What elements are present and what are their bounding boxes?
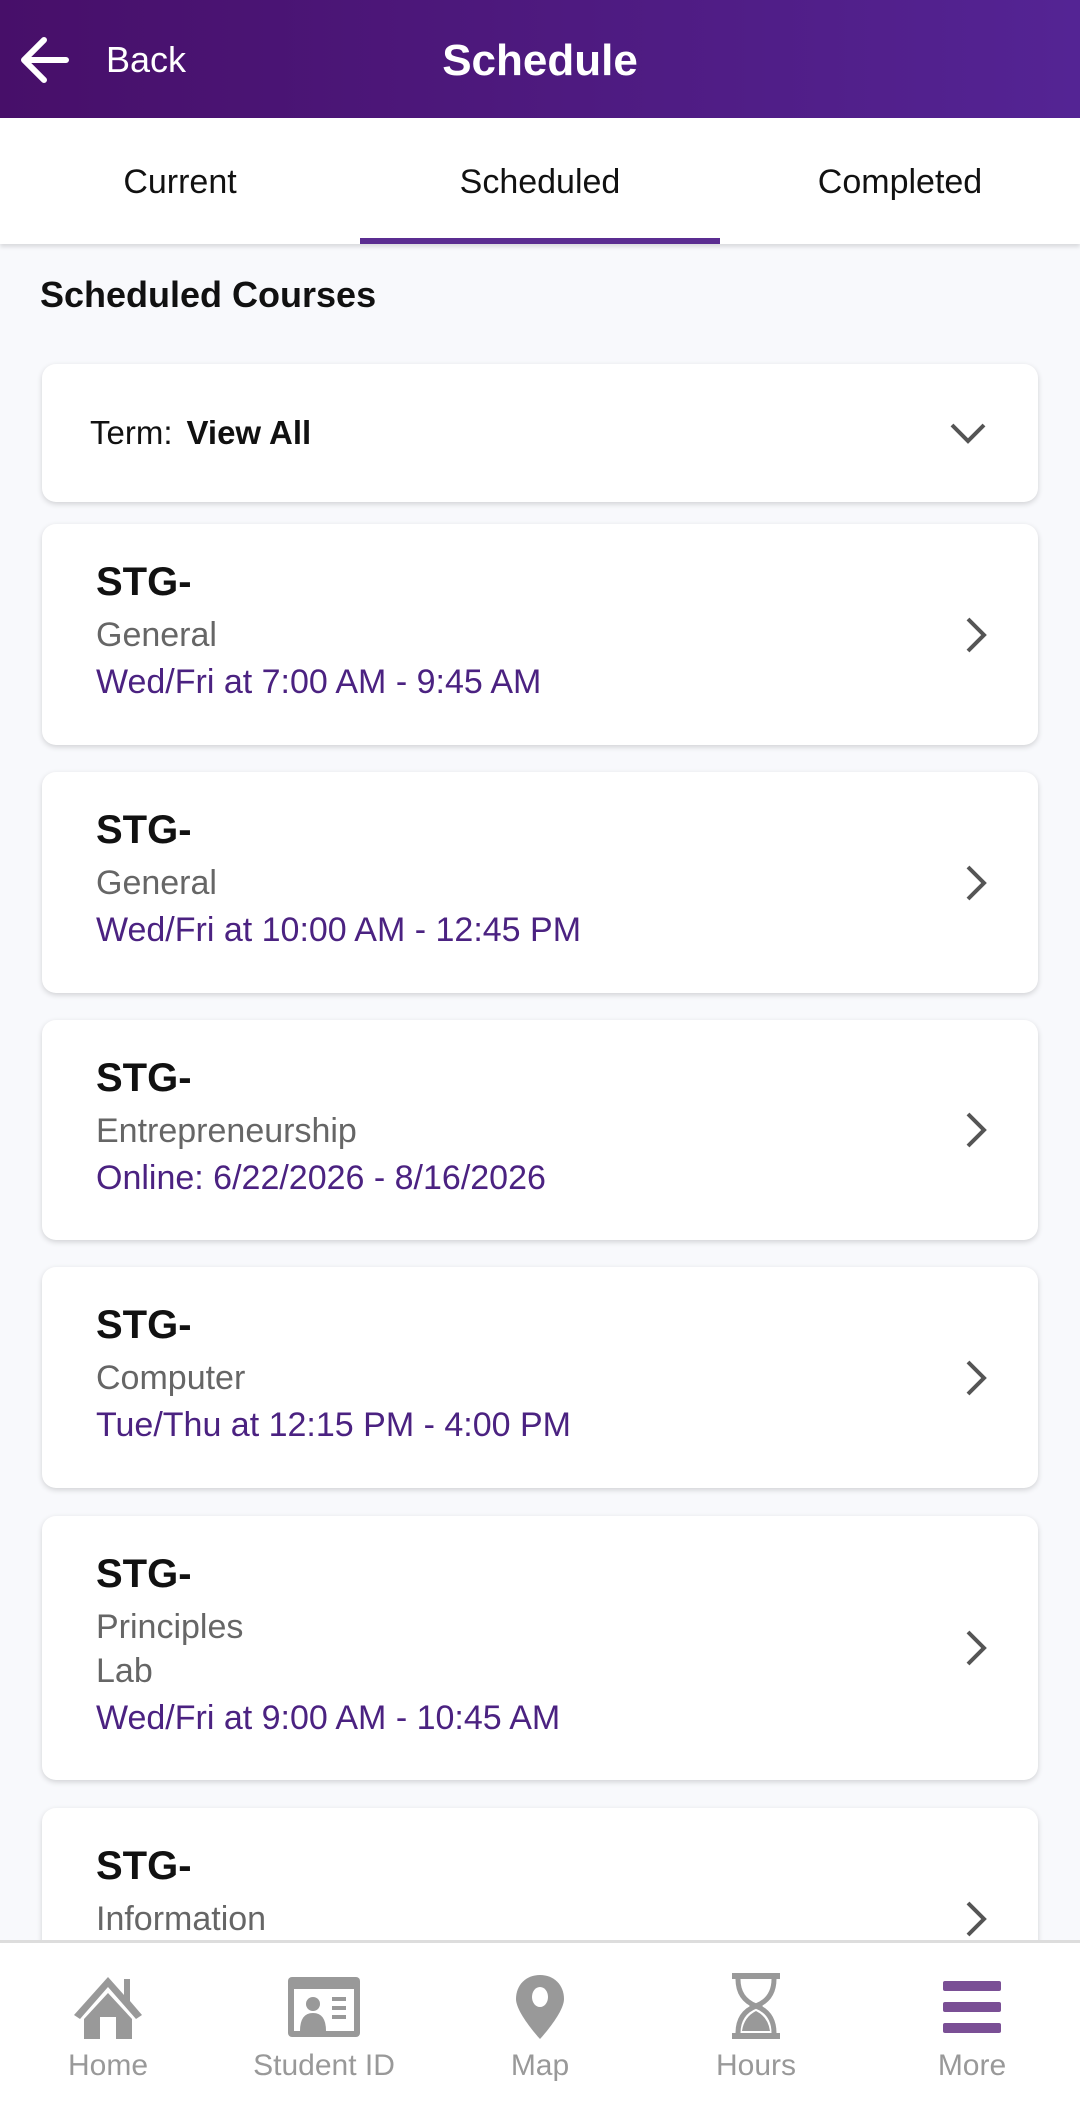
term-label: Term:	[90, 414, 173, 451]
nav-label: Student ID	[253, 2049, 395, 2082]
course-code: STG-	[96, 808, 192, 852]
chevron-right-icon	[966, 865, 987, 900]
arrow-left-icon	[21, 37, 69, 83]
course-name: Information	[96, 1900, 267, 1938]
chevron-right-icon	[966, 1360, 987, 1395]
course-time: Wed/Fri at 9:00 AM - 10:45 AM	[96, 1699, 561, 1737]
tab-bar: Current Scheduled Completed	[0, 118, 1080, 244]
nav-hours[interactable]: Hours	[648, 1943, 864, 2122]
map-pin-icon	[516, 1975, 564, 2039]
course-name-line2: Lab	[96, 1652, 153, 1690]
course-name: Computer	[96, 1359, 246, 1397]
course-code: STG-	[96, 1552, 192, 1596]
nav-home[interactable]: Home	[0, 1943, 216, 2122]
nav-label: Home	[67, 2049, 149, 2082]
course-card[interactable]: STG- General Wed/Fri at 10:00 AM - 12:45…	[42, 772, 1038, 993]
chevron-right-icon	[966, 1901, 987, 1936]
menu-icon	[943, 1981, 1001, 2033]
nav-more[interactable]: More	[864, 1943, 1080, 2122]
term-dropdown[interactable]: Term: View All	[42, 364, 1038, 502]
tab-scheduled[interactable]: Scheduled	[360, 118, 720, 244]
chevron-right-icon	[966, 1630, 987, 1666]
course-time: Tue/Thu at 12:15 PM - 4:00 PM	[96, 1406, 571, 1444]
page-title: Schedule	[442, 36, 638, 85]
course-code: STG-	[96, 1056, 192, 1100]
course-card[interactable]: STG- Computer Tue/Thu at 12:15 PM - 4:00…	[42, 1267, 1038, 1488]
section-title: Scheduled Courses	[40, 274, 377, 315]
course-code: STG-	[96, 560, 192, 604]
course-name: General	[96, 864, 217, 902]
back-button[interactable]: Back	[18, 30, 186, 90]
course-name: General	[96, 616, 217, 654]
tab-current[interactable]: Current	[123, 163, 237, 201]
nav-student-id[interactable]: Student ID	[216, 1943, 432, 2122]
hourglass-icon	[732, 1973, 780, 2039]
course-time: Wed/Fri at 7:00 AM - 9:45 AM	[96, 663, 542, 701]
course-time: Online: 6/22/2026 - 8/16/2026	[96, 1159, 546, 1197]
course-name: Principles	[96, 1608, 244, 1646]
nav-map[interactable]: Map	[432, 1943, 648, 2122]
nav-label: More	[937, 2049, 1007, 2082]
nav-label: Hours	[715, 2049, 797, 2082]
app-header: Back Schedule	[0, 0, 1080, 118]
course-name: Entrepreneurship	[96, 1112, 357, 1150]
chevron-right-icon	[966, 1112, 987, 1148]
nav-label: Map	[510, 2049, 570, 2082]
course-card[interactable]: STG- Principles Lab Wed/Fri at 9:00 AM -…	[42, 1516, 1038, 1780]
course-code: STG-	[96, 1303, 192, 1347]
course-code: STG-	[96, 1844, 192, 1888]
bottom-nav: Home Student ID Map Hours More	[0, 1940, 1080, 2122]
chevron-right-icon	[966, 617, 987, 652]
term-value: View All	[186, 414, 312, 451]
course-card[interactable]: STG- General Wed/Fri at 7:00 AM - 9:45 A…	[42, 524, 1038, 745]
back-label: Back	[106, 39, 187, 80]
course-card[interactable]: STG- Entrepreneurship Online: 6/22/2026 …	[42, 1020, 1038, 1240]
chevron-down-icon	[950, 423, 986, 444]
home-icon	[74, 1977, 142, 2039]
tab-completed[interactable]: Completed	[817, 163, 983, 201]
id-card-icon	[288, 1977, 360, 2037]
course-time: Wed/Fri at 10:00 AM - 12:45 PM	[96, 911, 582, 949]
